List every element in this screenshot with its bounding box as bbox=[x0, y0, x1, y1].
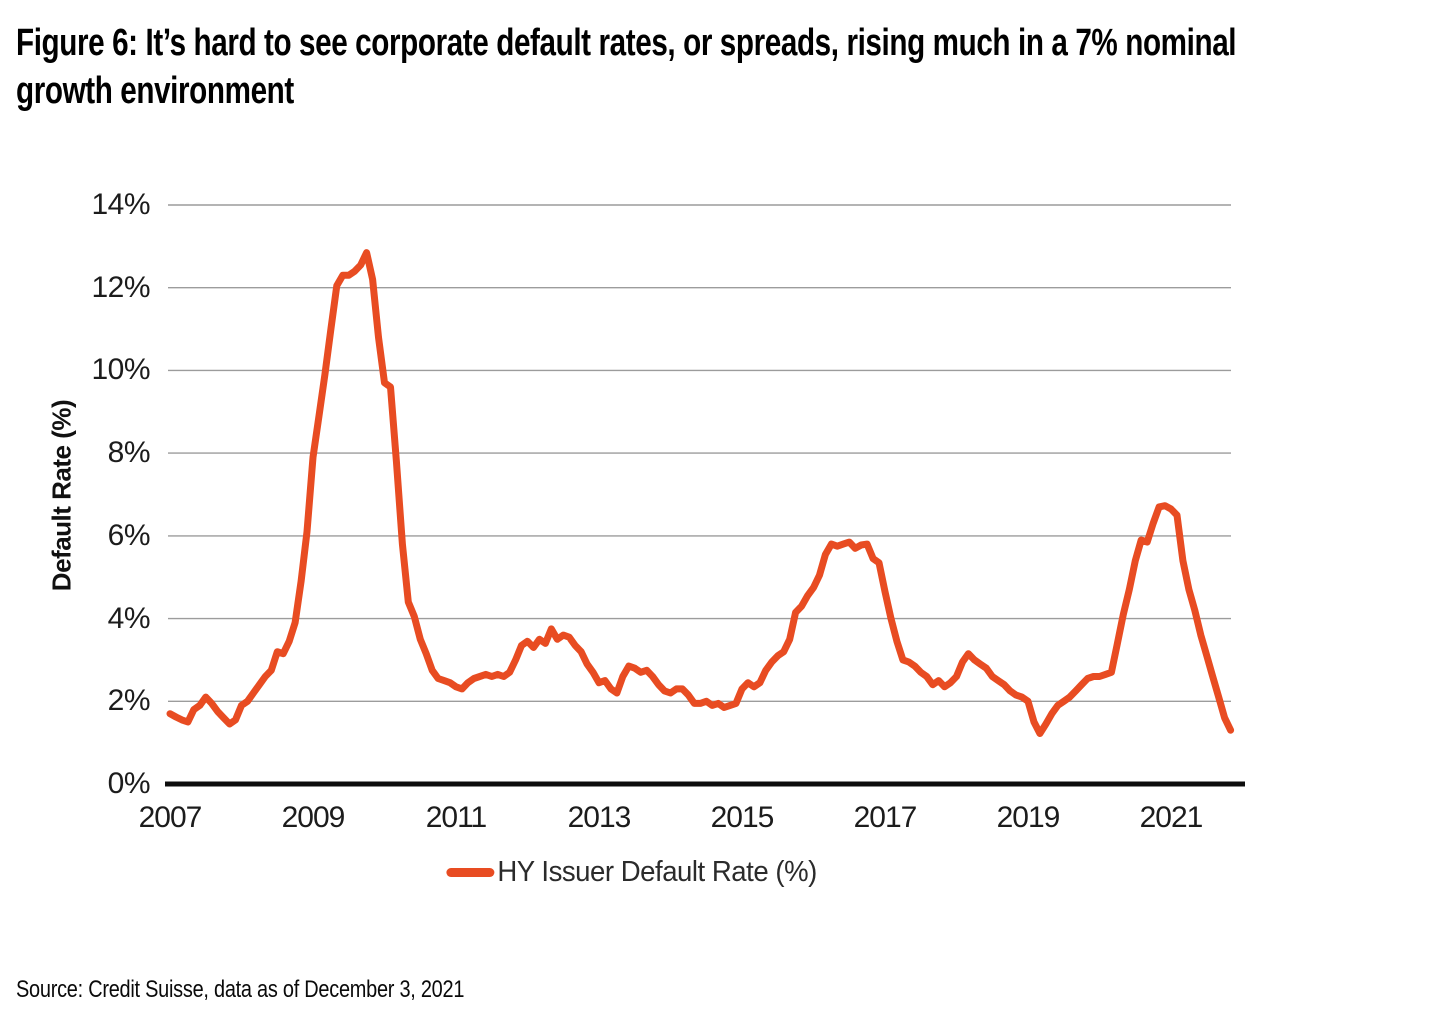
y-tick-label-14pct: 14% bbox=[91, 188, 150, 221]
x-tick-label-2011: 2011 bbox=[425, 801, 488, 834]
x-tick-label-2021: 2021 bbox=[1139, 801, 1204, 834]
y-tick-label-6pct: 6% bbox=[107, 519, 151, 552]
legend-label: HY Issuer Default Rate (%) bbox=[497, 856, 817, 888]
figure-title: Figure 6: It’s hard to see corporate def… bbox=[16, 20, 1237, 115]
hy-default-rate-line bbox=[166, 249, 1235, 737]
y-tick-label-2pct: 2% bbox=[107, 684, 151, 717]
x-tick-label-2017: 2017 bbox=[853, 801, 918, 834]
x-tick-label-2009: 2009 bbox=[281, 801, 346, 834]
y-tick-label-12pct: 12% bbox=[91, 271, 150, 304]
y-tick-label-10pct: 10% bbox=[91, 353, 150, 386]
x-tick-label-2019: 2019 bbox=[996, 801, 1061, 834]
x-tick-label-2015: 2015 bbox=[710, 801, 775, 834]
y-tick-label-0pct: 0% bbox=[107, 767, 151, 800]
source-note: Source: Credit Suisse, data as of Decemb… bbox=[16, 976, 465, 1003]
x-tick-label-2007: 2007 bbox=[138, 801, 203, 834]
y-tick-label-4pct: 4% bbox=[107, 602, 151, 635]
figure-title-line1: Figure 6: It’s hard to see corporate def… bbox=[16, 22, 1237, 64]
x-tick-label-2013: 2013 bbox=[567, 801, 632, 834]
legend-line-swatch bbox=[446, 868, 495, 877]
chart-legend: HY Issuer Default Rate (%) bbox=[446, 856, 833, 889]
y-tick-label-8pct: 8% bbox=[107, 436, 151, 469]
figure-title-line2: growth environment bbox=[16, 69, 294, 112]
